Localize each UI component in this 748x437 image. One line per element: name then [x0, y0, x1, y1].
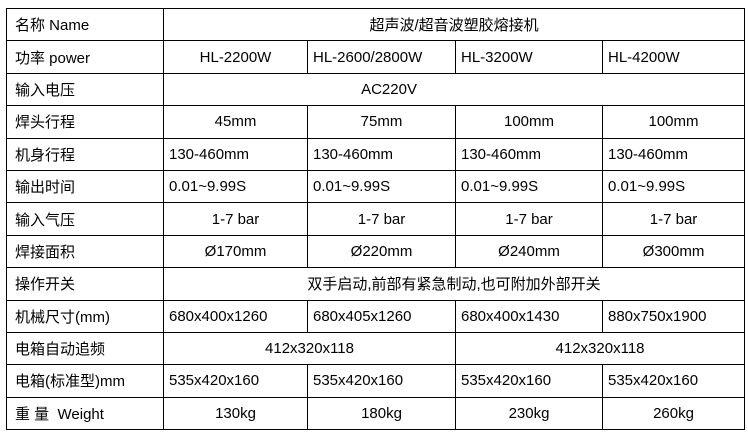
value: 412x320x118 [163, 331, 456, 366]
label: 操作开关 [6, 267, 164, 301]
row-weight: 重 量 Weight 130kg 180kg 230kg 260kg [6, 396, 746, 431]
row-voltage: 输入电压 AC220V [6, 72, 746, 107]
value: 680x400x1260 [163, 299, 308, 333]
value: 45mm [163, 105, 308, 139]
row-operation: 操作开关 双手启动,前部有紧急制动,也可附加外部开关 [6, 267, 746, 301]
value: 412x320x118 [454, 331, 746, 366]
label: 电箱自动追频 [6, 331, 164, 366]
row-machine-size: 机械尺寸(mm) 680x400x1260 680x405x1260 680x4… [6, 299, 746, 333]
label: 输入电压 [6, 72, 164, 107]
value: 0.01~9.99S [455, 169, 603, 204]
value: 130-460mm [455, 137, 603, 171]
value: 0.01~9.99S [307, 169, 456, 204]
label: 机身行程 [6, 137, 164, 171]
spec-table: 名称 Name 超声波/超音波塑胶熔接机 功率 power HL-2200W H… [6, 7, 746, 431]
value: 680x405x1260 [307, 299, 456, 333]
value: 1-7 bar [307, 202, 456, 236]
row-auto-freq-box: 电箱自动追频 412x320x118 412x320x118 [6, 331, 746, 366]
value: 0.01~9.99S [601, 169, 746, 204]
label: 功率 power [6, 40, 164, 74]
value: HL-3200W [455, 40, 603, 74]
row-air-pressure: 输入气压 1-7 bar 1-7 bar 1-7 bar 1-7 bar [6, 202, 746, 236]
value: AC220V [162, 72, 746, 107]
label: 输出时间 [6, 169, 164, 204]
value: 1-7 bar [601, 202, 746, 236]
value: 535x420x160 [163, 364, 308, 398]
row-std-box: 电箱(标准型)mm 535x420x160 535x420x160 535x42… [6, 364, 746, 398]
value: 180kg [307, 396, 456, 431]
value: 100mm [601, 105, 746, 139]
row-body-stroke: 机身行程 130-460mm 130-460mm 130-460mm 130-4… [6, 137, 746, 171]
value: 130-460mm [163, 137, 308, 171]
value: HL-2600/2800W [307, 40, 456, 74]
value: 1-7 bar [163, 202, 308, 236]
value: 100mm [455, 105, 603, 139]
label: 焊头行程 [6, 105, 164, 139]
value: 230kg [455, 396, 603, 431]
value: 130-460mm [601, 137, 746, 171]
value: Ø170mm [163, 234, 308, 269]
value: Ø220mm [307, 234, 456, 269]
value: HL-2200W [163, 40, 308, 74]
value: 0.01~9.99S [163, 169, 308, 204]
value: HL-4200W [601, 40, 746, 74]
label: 名称 Name [6, 7, 164, 42]
label: 输入气压 [6, 202, 164, 236]
value: 535x420x160 [307, 364, 456, 398]
value: 超声波/超音波塑胶熔接机 [162, 7, 746, 42]
row-head-stroke: 焊头行程 45mm 75mm 100mm 100mm [6, 105, 746, 139]
value: 130-460mm [307, 137, 456, 171]
value: 680x400x1430 [455, 299, 603, 333]
value: 130kg [163, 396, 308, 431]
label: 重 量 Weight [6, 396, 164, 431]
row-output-time: 输出时间 0.01~9.99S 0.01~9.99S 0.01~9.99S 0.… [6, 169, 746, 204]
value: 880x750x1900 [601, 299, 746, 333]
value: 75mm [307, 105, 456, 139]
label: 焊接面积 [6, 234, 164, 269]
value: Ø300mm [601, 234, 746, 269]
row-name: 名称 Name 超声波/超音波塑胶熔接机 [6, 7, 746, 42]
row-power: 功率 power HL-2200W HL-2600/2800W HL-3200W… [6, 40, 746, 74]
value: 535x420x160 [601, 364, 746, 398]
value: 双手启动,前部有紧急制动,也可附加外部开关 [162, 267, 746, 301]
value: 535x420x160 [455, 364, 603, 398]
value: 260kg [601, 396, 746, 431]
row-weld-area: 焊接面积 Ø170mm Ø220mm Ø240mm Ø300mm [6, 234, 746, 269]
label: 机械尺寸(mm) [6, 299, 164, 333]
value: Ø240mm [455, 234, 603, 269]
label: 电箱(标准型)mm [6, 364, 164, 398]
value: 1-7 bar [455, 202, 603, 236]
